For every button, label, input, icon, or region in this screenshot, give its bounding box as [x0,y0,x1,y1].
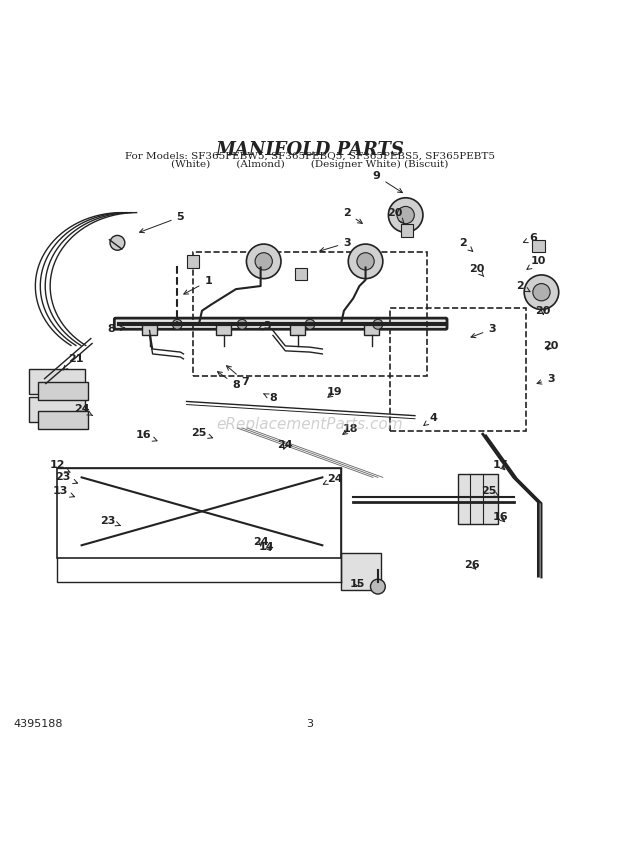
Text: 8: 8 [264,394,277,403]
Circle shape [533,283,550,300]
Bar [187,255,199,268]
Text: 8: 8 [107,324,125,334]
Text: 4: 4 [424,413,437,425]
Bar [458,474,498,524]
Text: 24: 24 [253,538,268,547]
Bar [38,411,88,429]
Text: 25: 25 [191,428,213,438]
Circle shape [357,253,374,270]
Text: 4395188: 4395188 [14,719,63,729]
FancyBboxPatch shape [114,318,447,330]
Bar [290,323,305,336]
Circle shape [524,275,559,310]
Circle shape [388,198,423,232]
Bar [29,397,85,422]
Text: 3: 3 [320,238,351,252]
Bar [401,224,413,236]
Text: For Models: SF365PEBW5, SF365PEBQ5, SF365PEBS5, SF365PEBT5: For Models: SF365PEBW5, SF365PEBQ5, SF36… [125,152,495,160]
Text: 6: 6 [523,233,538,243]
Text: 10: 10 [527,256,546,270]
Text: 16: 16 [492,513,508,522]
Bar [29,369,85,394]
Text: 23: 23 [100,515,121,526]
Circle shape [305,319,315,330]
Text: 18: 18 [342,425,358,434]
Text: 20: 20 [469,264,484,276]
Text: 3: 3 [537,373,554,384]
Text: MANIFOLD PARTS: MANIFOLD PARTS [216,141,404,159]
Bar [216,323,231,336]
Text: 20: 20 [536,306,551,316]
Text: 5: 5 [140,212,184,233]
Text: 17: 17 [492,460,508,470]
Circle shape [110,235,125,250]
Text: 19: 19 [327,387,342,397]
Circle shape [397,206,414,223]
Bar [532,240,544,252]
Text: 13: 13 [52,486,74,497]
Bar [38,382,88,401]
Text: 25: 25 [481,486,500,497]
Text: 14: 14 [259,542,275,551]
Circle shape [373,319,383,330]
Circle shape [255,253,272,270]
Text: 8: 8 [218,372,240,389]
Text: 20: 20 [543,341,559,351]
Bar [142,323,157,336]
Text: 7: 7 [226,366,249,387]
Bar [390,307,526,431]
Circle shape [172,319,182,330]
Circle shape [237,319,247,330]
Text: 3: 3 [306,719,314,729]
Text: 9: 9 [373,171,402,193]
Bar [341,553,381,590]
Text: 16: 16 [136,431,157,441]
Text: 26: 26 [464,560,479,570]
Bar [193,252,427,376]
Circle shape [246,244,281,279]
Text: 24: 24 [74,405,92,415]
Text: 3: 3 [257,321,270,331]
Text: 3: 3 [471,324,496,337]
Text: (White)        (Almond)        (Designer White) (Biscuit): (White) (Almond) (Designer White) (Biscu… [171,159,449,169]
Circle shape [348,244,383,279]
Text: 23: 23 [55,473,78,484]
Text: eReplacementParts.com: eReplacementParts.com [216,418,404,432]
Bar [294,268,307,280]
Text: 2: 2 [516,281,530,292]
Text: 2: 2 [459,238,472,252]
Text: 2: 2 [343,208,362,223]
Bar [365,323,379,336]
Text: 24: 24 [323,473,342,484]
Text: 21: 21 [63,354,83,370]
Bar [57,468,341,557]
Text: 15: 15 [349,579,365,589]
Text: 24: 24 [278,440,293,450]
Text: 20: 20 [388,208,404,223]
Circle shape [371,580,385,594]
Text: 1: 1 [184,276,212,294]
Text: 12: 12 [49,460,70,473]
